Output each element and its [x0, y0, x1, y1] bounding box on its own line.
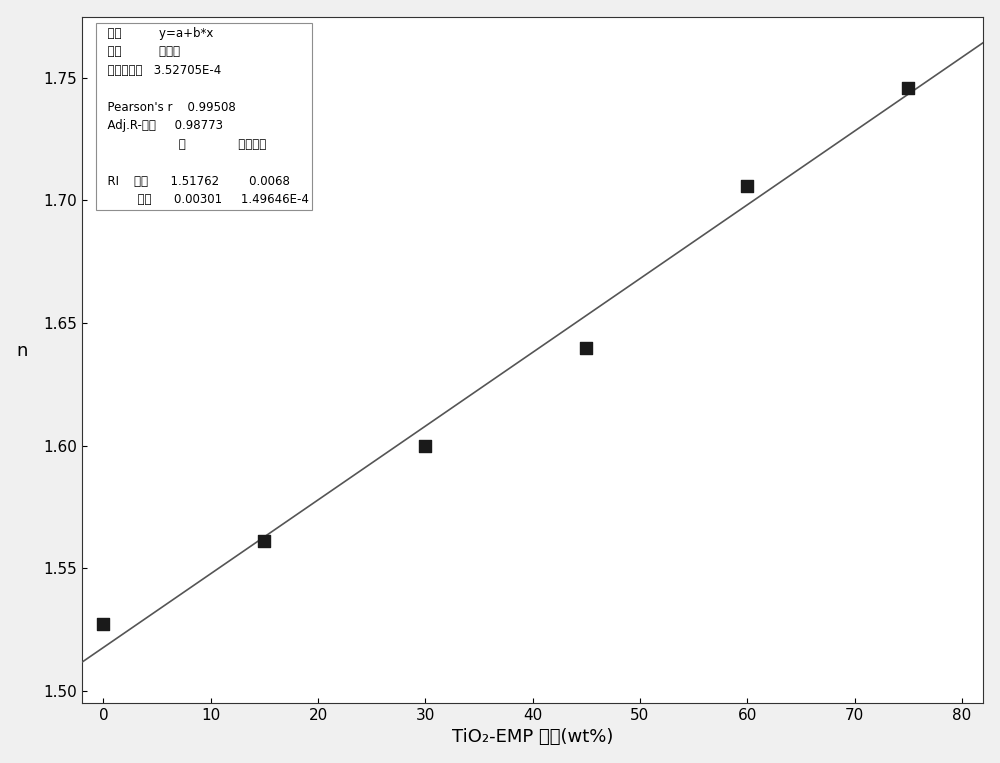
Point — [739, 179, 755, 192]
Y-axis label: n: n — [17, 342, 28, 360]
Point — [578, 341, 594, 353]
Point — [256, 535, 272, 547]
Point — [417, 439, 433, 452]
Text: 方程          y=a+b*x
  加权          不加权
  残差平方和   3.52705E-4

  Pearson's r    0.9: 方程 y=a+b*x 加权 不加权 残差平方和 3.52705E-4 Pears… — [100, 27, 309, 207]
Point — [95, 618, 111, 630]
X-axis label: TiO₂-EMP 含量(wt%): TiO₂-EMP 含量(wt%) — [452, 729, 613, 746]
Point — [900, 82, 916, 94]
